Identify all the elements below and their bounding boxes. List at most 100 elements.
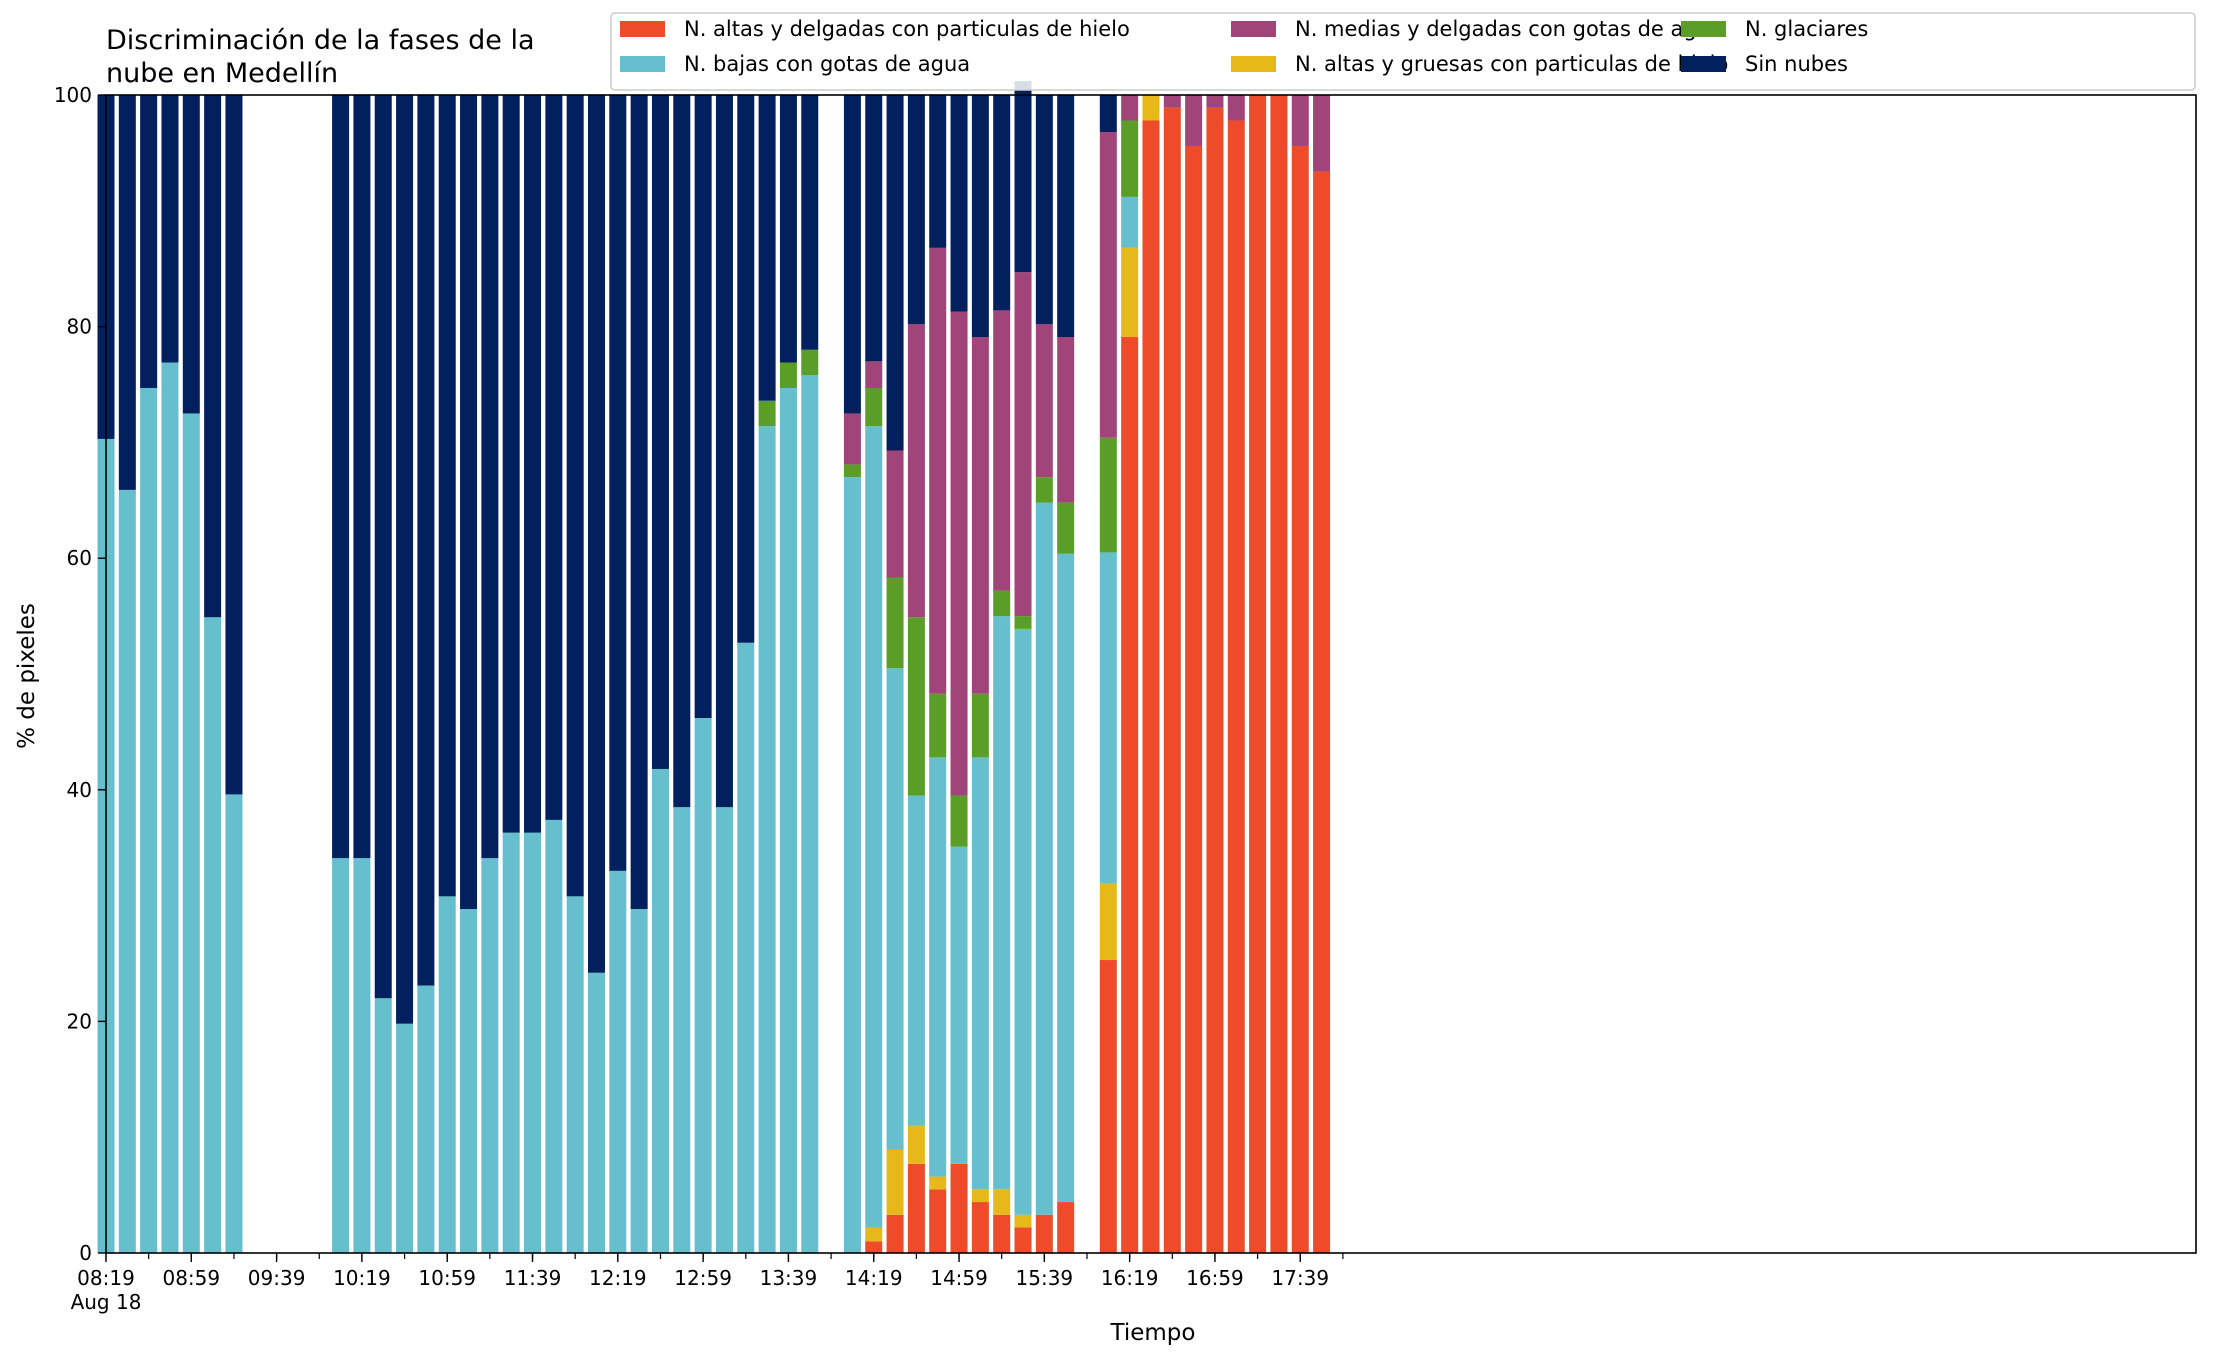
legend-label: N. bajas con gotas de agua (684, 52, 970, 76)
bar-segment (1099, 132, 1117, 438)
bar-segment (1206, 95, 1224, 108)
bar-segment (971, 757, 989, 1190)
legend-label: N. glaciares (1745, 17, 1868, 41)
bar-segment (673, 95, 691, 808)
bar-segment (566, 95, 584, 897)
bar-segment (1014, 1214, 1032, 1228)
x-tick-label: 13:39 (760, 1266, 818, 1290)
bar-segment (843, 95, 861, 414)
bar-segment (907, 324, 925, 618)
bar-segment (1014, 616, 1032, 629)
bar-segment (396, 95, 414, 1024)
bar-segment (417, 985, 435, 1253)
bar-segment (332, 858, 350, 1253)
bar-segment (779, 387, 797, 1254)
legend: N. altas y delgadas con particulas de hi… (610, 12, 2196, 91)
bar-segment (609, 95, 627, 871)
bars-group (97, 81, 1331, 1254)
bar-segment (1057, 95, 1075, 338)
bar-segment (843, 477, 861, 1253)
bar-segment (971, 95, 989, 338)
bar-segment (566, 896, 584, 1253)
x-tick-label: 12:59 (674, 1266, 732, 1290)
bar-segment (886, 450, 904, 578)
bar-segment (524, 832, 542, 1253)
bar-segment (993, 590, 1011, 617)
bar-segment (1291, 95, 1309, 146)
bar-segment (1121, 196, 1139, 248)
legend-swatch (1681, 21, 1726, 37)
x-tick-label: 16:19 (1101, 1266, 1159, 1290)
legend-label: N. altas y gruesas con particulas de hie… (1295, 52, 1728, 76)
bar-segment (950, 95, 968, 312)
bar-segment (140, 387, 158, 1254)
y-tick-label: 100 (54, 83, 92, 107)
legend-label: N. medias y delgadas con gotas de agua (1295, 17, 1723, 41)
bar-segment (588, 95, 605, 973)
bar-segment (1291, 145, 1309, 1254)
bar-segment (182, 95, 200, 414)
bar-segment (993, 1189, 1011, 1215)
y-tick-label: 80 (67, 315, 92, 339)
bar-segment (630, 909, 648, 1253)
y-axis-label: % de pixeles (14, 603, 40, 749)
y-tick-label: 60 (67, 546, 92, 570)
bar-segment (1057, 553, 1075, 1203)
bar-segment (993, 95, 1011, 311)
bar-segment (588, 972, 605, 1253)
bar-segment (204, 95, 222, 618)
bar-segment (1035, 502, 1053, 1215)
bar-segment (1206, 107, 1224, 1254)
bar-segment (118, 95, 136, 490)
bar-segment (929, 1189, 947, 1253)
bar-segment (715, 807, 733, 1253)
bar-segment (1185, 95, 1203, 146)
y-tick-label: 20 (67, 1009, 92, 1033)
bar-segment (481, 95, 499, 859)
bar-segment (1014, 1227, 1032, 1253)
x-axis-label: Tiempo (1110, 1320, 1196, 1346)
bar-segment (460, 909, 478, 1253)
bar-segment (843, 464, 861, 478)
bar-segment (225, 95, 243, 795)
bar-segment (545, 819, 563, 1253)
bar-segment (524, 95, 542, 833)
bar-segment (1121, 95, 1139, 121)
bar-segment (1270, 95, 1288, 1253)
bar-segment (1057, 502, 1075, 554)
bar-segment (460, 95, 478, 910)
bar-segment (1163, 107, 1181, 1254)
chart-title-line-1: Discriminación de la fases de la (106, 25, 535, 56)
x-tick-label: 09:39 (248, 1266, 306, 1290)
bar-segment (907, 95, 925, 325)
bar-segment (865, 426, 883, 1228)
x-tick-label: 14:19 (845, 1266, 903, 1290)
bar-segment (1313, 95, 1331, 172)
bar-segment (502, 832, 520, 1253)
bar-segment (1035, 324, 1053, 478)
bar-segment (715, 95, 733, 808)
bar-segment (865, 1227, 883, 1242)
bar-segment (1035, 477, 1053, 503)
x-tick-label: 10:59 (418, 1266, 476, 1290)
bar-segment (204, 617, 222, 1253)
bar-segment (779, 95, 797, 363)
bar-segment (1099, 95, 1117, 133)
x-tick-label: 16:59 (1186, 1266, 1244, 1290)
legend-swatch (1231, 21, 1276, 37)
legend-box (610, 12, 2196, 91)
bar-segment (1249, 95, 1267, 1253)
bar-segment (801, 375, 819, 1253)
bar-segment (502, 95, 520, 833)
bar-segment (865, 1241, 883, 1253)
bar-segment (1227, 95, 1245, 121)
bar-segment (1313, 171, 1331, 1254)
legend-label: Sin nubes (1745, 52, 1848, 76)
bar-segment (1121, 337, 1139, 1253)
bar-segment (438, 896, 456, 1253)
bar-segment (971, 1202, 989, 1253)
bar-segment (886, 95, 904, 451)
bar-segment (694, 95, 712, 718)
legend-swatch (1231, 56, 1276, 72)
